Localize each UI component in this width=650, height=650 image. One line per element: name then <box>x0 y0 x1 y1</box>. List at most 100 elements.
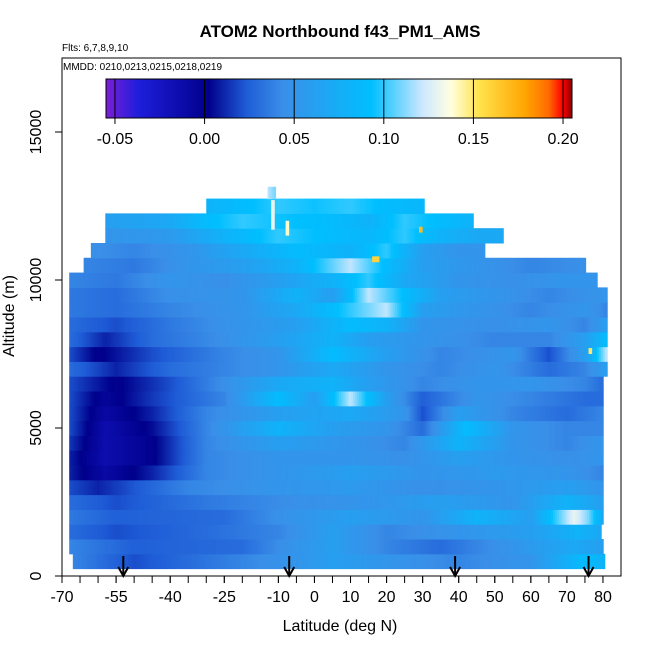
curtain-cell <box>483 302 486 318</box>
curtain-cell <box>559 450 562 466</box>
curtain-cell <box>225 435 228 451</box>
curtain-cell <box>143 361 146 377</box>
curtain-cell <box>196 553 200 570</box>
curtain-band <box>69 405 604 422</box>
curtain-cell <box>163 302 166 318</box>
curtain-cell <box>597 317 600 333</box>
curtain-cell <box>271 465 274 481</box>
curtain-cell <box>156 553 160 570</box>
curtain-cell <box>265 435 268 451</box>
curtain-cell <box>139 539 142 555</box>
curtain-cell <box>309 494 312 510</box>
curtain-cell <box>327 376 330 392</box>
curtain-cell <box>477 465 480 481</box>
curtain-cell <box>173 302 176 318</box>
curtain-cell <box>177 361 180 377</box>
curtain-cell <box>546 553 550 570</box>
curtain-cell <box>177 435 180 451</box>
curtain-cell <box>603 361 606 377</box>
curtain-cell <box>231 494 234 510</box>
curtain-cell <box>205 405 208 422</box>
curtain-cell <box>393 361 396 377</box>
curtain-cell <box>439 420 442 436</box>
curtain-cell <box>187 287 190 303</box>
curtain-cell <box>181 376 184 392</box>
curtain-cell <box>515 361 518 377</box>
curtain-cell <box>305 435 308 451</box>
curtain-cell <box>69 494 72 510</box>
curtain-cell <box>460 553 464 570</box>
curtain-cell <box>397 376 400 392</box>
curtain-cell <box>329 331 332 348</box>
curtain-cell <box>153 317 156 333</box>
curtain-cell <box>497 302 500 318</box>
curtain-cell <box>409 317 412 333</box>
curtain-cell <box>447 450 450 466</box>
curtain-cell <box>553 509 556 525</box>
curtain-cell <box>509 539 512 555</box>
curtain-cell <box>123 317 126 333</box>
curtain-cell <box>467 450 470 466</box>
curtain-cell <box>585 361 588 377</box>
curtain-cell <box>97 346 100 362</box>
curtain-cell <box>435 479 438 496</box>
curtain-cell <box>533 317 536 333</box>
curtain-cell <box>85 509 88 525</box>
curtain-cell <box>265 287 268 303</box>
curtain-cell <box>501 479 504 496</box>
curtain-cell <box>385 524 388 540</box>
curtain-cell <box>393 376 396 392</box>
curtain-cell <box>597 539 600 555</box>
curtain-cell <box>545 509 548 525</box>
curtain-cell <box>535 465 538 481</box>
curtain-cell <box>595 465 598 481</box>
curtain-cell <box>91 317 94 333</box>
curtain-cell <box>245 287 248 303</box>
curtain-cell <box>169 361 172 377</box>
curtain-cell <box>263 405 266 422</box>
curtain-cell <box>545 435 548 451</box>
curtain-cell <box>401 509 404 525</box>
curtain-cell <box>123 331 126 348</box>
curtain-cell <box>305 524 308 540</box>
curtain-cell <box>81 346 84 362</box>
curtain-cell <box>311 420 314 436</box>
curtain-cell <box>581 420 584 436</box>
curtain-cell <box>313 465 316 481</box>
curtain-cell <box>421 302 424 318</box>
curtain-cell <box>89 524 92 540</box>
curtain-cell <box>193 450 196 466</box>
curtain-cell <box>301 539 304 555</box>
curtain-cell <box>511 391 514 407</box>
curtain-cell <box>523 302 526 318</box>
curtain-cell <box>323 346 326 362</box>
curtain-cell <box>541 331 544 348</box>
curtain-cell <box>293 524 296 540</box>
curtain-cell <box>435 405 438 422</box>
curtain-cell <box>491 420 494 436</box>
curtain-cell <box>531 420 534 436</box>
curtain-cell <box>585 405 588 422</box>
curtain-cell <box>371 317 374 333</box>
curtain-cell <box>381 420 384 436</box>
curtain-cell <box>133 302 136 318</box>
curtain-cell <box>213 450 216 466</box>
curtain-cell <box>579 361 582 377</box>
curtain-cell <box>279 450 282 466</box>
curtain-cell <box>484 553 488 570</box>
curtain-cell <box>279 479 282 496</box>
curtain-cell <box>281 317 284 333</box>
curtain-cell <box>237 302 240 318</box>
curtain-cell <box>332 553 336 570</box>
curtain-cell <box>147 346 150 362</box>
curtain-cell <box>353 317 356 333</box>
curtain-cell <box>79 361 82 377</box>
curtain-cell <box>279 435 282 451</box>
curtain-cell <box>553 302 556 318</box>
curtain-cell <box>385 405 388 422</box>
curtain-cell <box>581 479 584 496</box>
curtain-cell <box>371 509 374 525</box>
curtain-cell <box>402 553 406 570</box>
curtain-cell <box>445 450 448 466</box>
curtain-cell <box>495 376 498 392</box>
